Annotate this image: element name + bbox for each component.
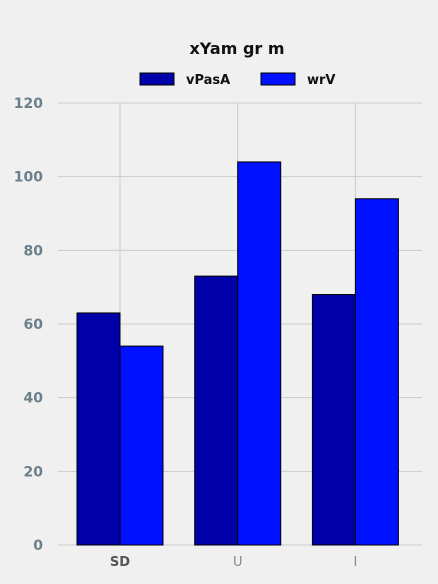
legend-label-wrv: wrV — [307, 73, 335, 88]
bar-vpasa-u — [195, 276, 238, 545]
y-tick-label: 40 — [24, 391, 44, 407]
y-tick-label: 100 — [14, 170, 43, 186]
x-axis-ticks: SD U I — [110, 555, 357, 570]
y-axis-ticks: 0 20 40 60 80 100 120 — [14, 96, 43, 554]
x-tick-label: I — [353, 555, 357, 570]
bar-wrv-i — [355, 199, 398, 545]
y-tick-label: 60 — [24, 317, 44, 333]
y-tick-label: 0 — [33, 538, 43, 554]
legend-label-vpasa: vPasA — [186, 73, 230, 88]
x-tick-label: SD — [110, 555, 130, 570]
y-tick-label: 20 — [24, 464, 44, 480]
y-tick-label: 120 — [14, 96, 43, 112]
legend-swatch-wrv — [261, 73, 295, 85]
bar-wrv-sd — [120, 346, 163, 545]
legend-swatch-vpasa — [140, 73, 174, 85]
bar-wrv-u — [238, 162, 281, 545]
bar-vpasa-sd — [77, 313, 120, 545]
y-tick-label: 80 — [24, 243, 44, 259]
x-tick-label: U — [233, 555, 243, 570]
legend: vPasA wrV — [140, 73, 335, 88]
bar-vpasa-i — [312, 295, 355, 545]
chart-title: xYam gr m — [189, 39, 284, 58]
bars-layer — [77, 162, 398, 545]
